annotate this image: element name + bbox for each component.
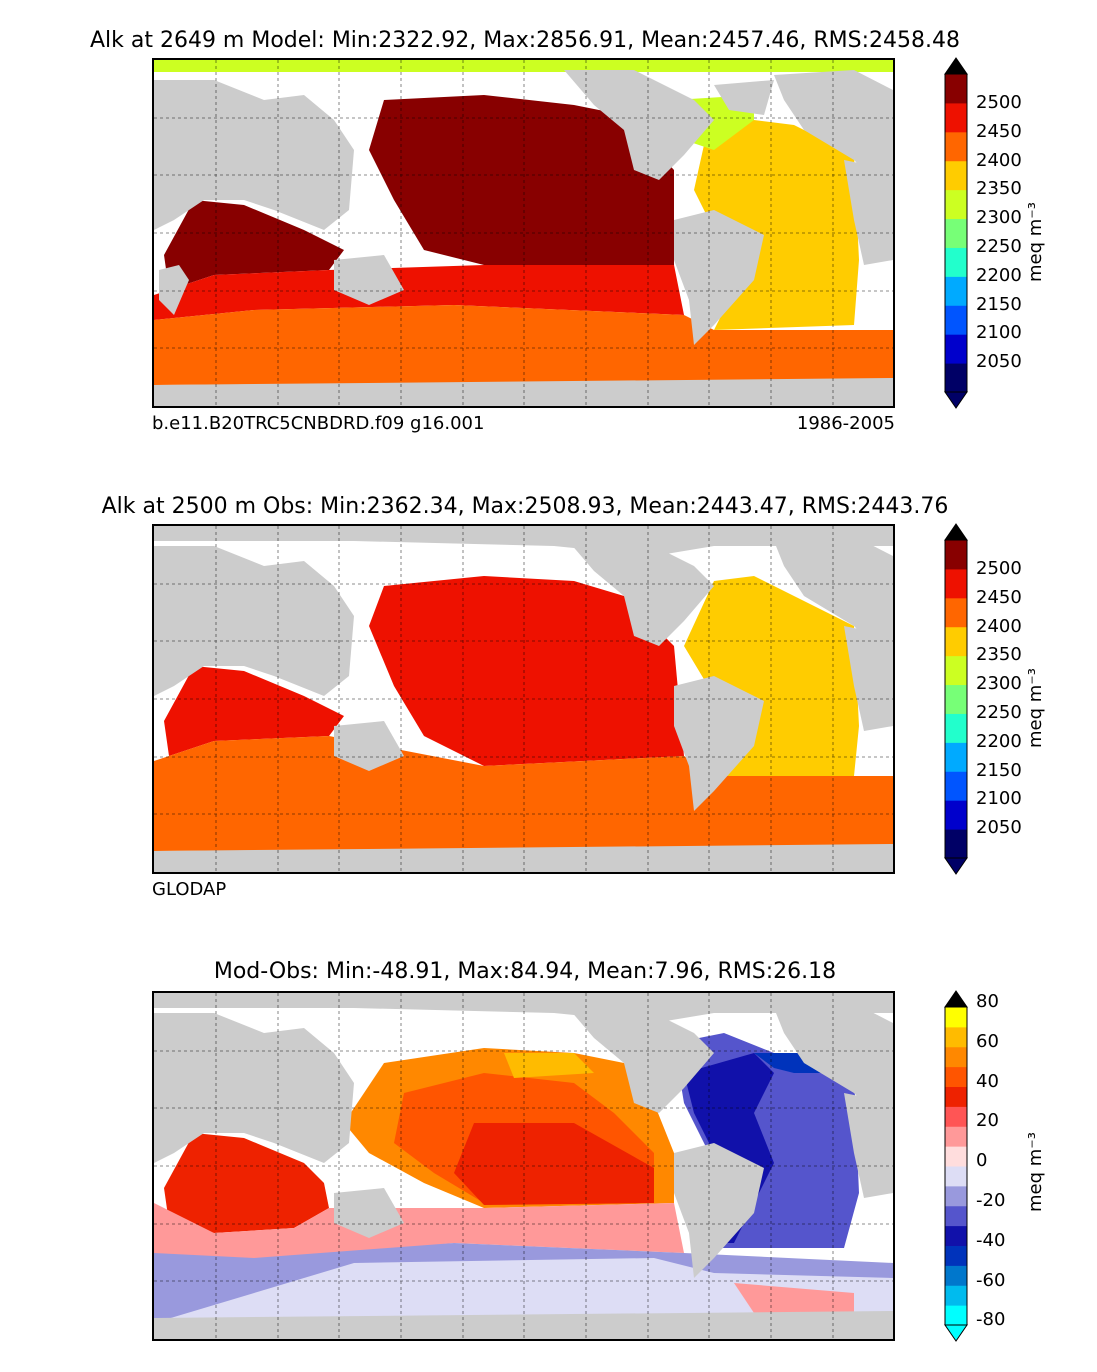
colorbar-swatch — [945, 684, 967, 714]
colorbar-lower-arrow — [944, 857, 968, 875]
colorbar-tick-label: 2400 — [976, 149, 1022, 171]
colorbar-frame — [944, 539, 968, 859]
colorbar-swatch — [945, 334, 967, 364]
colorbar-swatch — [945, 1265, 967, 1286]
colorbar-tick-label: 2450 — [976, 120, 1022, 142]
colorbar-tick-label: 2150 — [976, 293, 1022, 315]
colorbar-tick-label: 40 — [976, 1070, 999, 1092]
model-map — [152, 58, 895, 408]
colorbar-swatch — [945, 1126, 967, 1147]
difference-map — [152, 991, 895, 1341]
colorbar-tick-label: 2450 — [976, 586, 1022, 608]
panel-3-title: Mod-Obs: Min:-48.91, Max:84.94, Mean:7.9… — [213, 959, 837, 984]
colorbar-swatch — [945, 1086, 967, 1107]
panel-1-title: Alk at 2649 m Model: Min:2322.92, Max:28… — [89, 28, 961, 53]
panel-3-colorbar — [944, 990, 968, 1343]
colorbar-tick-label: 2200 — [976, 730, 1022, 752]
panel-2-colorbar-unit: meq m⁻³ — [1025, 667, 1046, 748]
panel-1-colorbar-unit: meq m⁻³ — [1025, 201, 1046, 282]
colorbar-tick-label: 2500 — [976, 558, 1022, 579]
colorbar-tick-label: 2100 — [976, 322, 1022, 344]
colorbar-swatch — [945, 247, 967, 277]
colorbar-upper-arrow — [944, 523, 968, 541]
colorbar-tick-label: 2200 — [976, 264, 1022, 286]
colorbar-swatch — [945, 800, 967, 830]
colorbar-tick-label: 2150 — [976, 759, 1022, 781]
colorbar-tick-label: 2250 — [976, 236, 1022, 257]
panel-2-colorbar — [944, 523, 968, 876]
colorbar-swatch — [945, 1046, 967, 1068]
colorbar-lower-arrow — [944, 391, 968, 409]
colorbar-swatch — [945, 1305, 967, 1326]
colorbar-swatch — [945, 1026, 967, 1048]
colorbar-tick-label: 2050 — [976, 817, 1022, 839]
colorbar-frame — [944, 1006, 968, 1326]
panel-1-caption-right: 1986-2005 — [796, 413, 895, 434]
colorbar-swatch — [945, 1066, 967, 1087]
colorbar-swatch — [945, 305, 967, 335]
colorbar-swatch — [945, 655, 967, 686]
colorbar-tick-label: 2350 — [976, 644, 1022, 666]
colorbar-swatch — [945, 540, 967, 570]
colorbar-tick-label: 20 — [976, 1110, 999, 1132]
colorbar-tick-label: -60 — [976, 1269, 1006, 1291]
colorbar-swatch — [945, 829, 967, 859]
colorbar-swatch — [945, 713, 967, 743]
colorbar-swatch — [945, 160, 967, 191]
colorbar-swatch — [945, 1166, 967, 1187]
colorbar-frame — [944, 73, 968, 393]
colorbar-lower-arrow — [944, 1324, 968, 1342]
observation-map — [152, 524, 895, 874]
colorbar-tick-label: 2350 — [976, 178, 1022, 200]
colorbar-swatch — [945, 1007, 967, 1028]
colorbar-tick-label: 2300 — [976, 673, 1022, 695]
colorbar-swatch — [945, 276, 967, 306]
colorbar-swatch — [945, 1225, 967, 1246]
colorbar-swatch — [945, 1146, 967, 1167]
colorbar-swatch — [945, 742, 967, 772]
colorbar-tick-label: 0 — [976, 1150, 988, 1172]
panel-3-colorbar-unit: meq m⁻³ — [1025, 1131, 1046, 1212]
colorbar-tick-label: -40 — [976, 1229, 1006, 1251]
colorbar-tick-label: -80 — [976, 1309, 1006, 1331]
colorbar-tick-label: -20 — [976, 1190, 1006, 1211]
colorbar-swatch — [945, 626, 967, 657]
colorbar-swatch — [945, 771, 967, 801]
panel-1-caption-left: b.e11.B20TRC5CNBDRD.f09 g16.001 — [152, 413, 485, 434]
colorbar-tick-label: 2300 — [976, 207, 1022, 229]
colorbar-tick-label: 2500 — [976, 92, 1022, 113]
colorbar-tick-label: 80 — [976, 991, 999, 1012]
colorbar-upper-arrow — [944, 990, 968, 1008]
colorbar-tick-label: 2250 — [976, 702, 1022, 723]
colorbar-swatch — [945, 1106, 967, 1127]
colorbar-tick-label: 60 — [976, 1030, 999, 1052]
colorbar-swatch — [945, 1185, 967, 1207]
panel-2-caption-left: GLODAP — [152, 879, 227, 900]
colorbar-swatch — [945, 568, 967, 599]
colorbar-swatch — [945, 363, 967, 393]
colorbar-swatch — [945, 1245, 967, 1266]
colorbar-swatch — [945, 1205, 967, 1227]
colorbar-tick-label: 2100 — [976, 788, 1022, 810]
colorbar-tick-label: 2050 — [976, 351, 1022, 373]
colorbar-swatch — [945, 189, 967, 220]
panel-2-title: Alk at 2500 m Obs: Min:2362.34, Max:2508… — [101, 494, 949, 519]
colorbar-swatch — [945, 218, 967, 248]
colorbar-swatch — [945, 102, 967, 133]
colorbar-swatch — [945, 1285, 967, 1306]
colorbar-tick-label: 2400 — [976, 615, 1022, 637]
colorbar-swatch — [945, 597, 967, 628]
colorbar-upper-arrow — [944, 57, 968, 75]
colorbar-swatch — [945, 131, 967, 162]
colorbar-swatch — [945, 74, 967, 104]
panel-1-colorbar — [944, 57, 968, 410]
